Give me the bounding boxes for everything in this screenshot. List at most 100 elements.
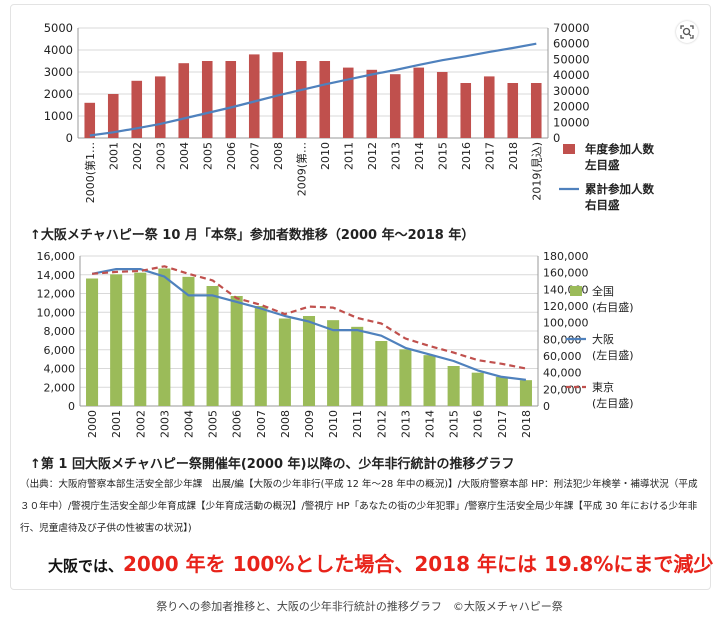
right-tick-label: 180,000	[543, 250, 589, 263]
bar	[248, 54, 260, 138]
right-tick-label: 160,000	[543, 267, 589, 280]
legend-swatch	[570, 286, 582, 296]
right-tick-label: 0	[553, 131, 560, 145]
category-label: 2005	[201, 142, 214, 170]
category-label: 2017	[483, 142, 496, 170]
legend-label: (左目盛)	[592, 348, 634, 362]
left-tick-label: 2,000	[44, 381, 76, 394]
bar	[110, 274, 123, 406]
legend-label: (右目盛)	[592, 300, 634, 314]
right-tick-label: 20000	[553, 100, 590, 114]
category-label: 2014	[424, 410, 437, 438]
image-footer-caption: 祭りへの参加者推移と、大阪の少年非行統計の推移グラフ ©大阪メチャハピー祭	[156, 600, 563, 613]
category-label: 2005	[207, 410, 220, 438]
bar	[107, 94, 119, 138]
source-citation: （出典：大阪府警察本部生活安全部少年課 出展/編【大阪の少年非行(平成 12 年…	[20, 479, 698, 534]
bar	[366, 69, 378, 138]
left-tick-label: 5000	[44, 21, 73, 35]
category-label: 2009	[303, 410, 316, 438]
right-tick-label: 50000	[553, 52, 590, 66]
category-label: 2007	[248, 142, 261, 170]
category-label: 2013	[389, 142, 402, 170]
left-tick-label: 16,000	[37, 250, 76, 263]
bar	[302, 316, 316, 406]
category-label: 2017	[496, 410, 509, 438]
bar	[375, 341, 388, 406]
image-search-icon[interactable]	[676, 21, 698, 43]
bar	[278, 318, 291, 406]
right-tick-label: 80,000	[543, 333, 582, 346]
bar	[134, 272, 147, 406]
category-label: 2008	[272, 142, 285, 170]
category-label: 2003	[158, 410, 171, 438]
legend-label: 大阪	[592, 332, 614, 346]
legend-swatch	[563, 144, 575, 154]
bar	[327, 320, 340, 406]
left-tick-label: 4000	[44, 43, 73, 57]
category-label: 2018	[507, 142, 520, 170]
category-label: 2011	[342, 142, 355, 170]
right-tick-label: 30000	[553, 84, 590, 98]
bar	[178, 63, 190, 139]
bar	[154, 76, 166, 138]
right-tick-label: 70000	[553, 21, 590, 35]
legend-label: 年度参加人数	[585, 142, 654, 156]
bar	[84, 102, 96, 138]
right-tick-label: 60,000	[543, 350, 582, 363]
bar	[413, 67, 425, 138]
chart-juvenile-delinquency: 0 2,000 4,000 6,000 8,000 10,000 12,000 14,000 1…	[37, 250, 634, 438]
category-label: 2004	[182, 410, 195, 438]
right-tick-label: 100,000	[543, 317, 589, 330]
category-label: 2002	[134, 410, 147, 438]
left-tick-label: 0	[66, 131, 73, 145]
bar	[389, 74, 401, 138]
chart-participants: 0100020003000400050000100002000030000400…	[44, 21, 655, 212]
category-label: 2006	[225, 142, 238, 170]
bar	[319, 61, 331, 138]
category-label: 2003	[154, 142, 167, 170]
category-label: 2012	[375, 410, 388, 438]
bar	[201, 61, 213, 138]
left-tick-label: 14,000	[37, 269, 76, 282]
left-tick-label: 0	[68, 400, 75, 413]
infographic-card	[10, 4, 711, 590]
bar	[158, 268, 171, 406]
category-label: 2016	[460, 142, 473, 170]
category-label: 2001	[107, 142, 120, 170]
category-label: 2007	[255, 410, 268, 438]
bar	[519, 380, 532, 406]
bar	[342, 67, 354, 138]
conclusion: 大阪では、2000 年を 100%とした場合、2018 年には 19.8%にまで…	[48, 548, 713, 577]
bar	[436, 72, 448, 138]
left-tick-label: 6,000	[44, 344, 76, 357]
chart2-caption: ↑第 1 回大阪メチャハピー祭開催年(2000 年)以降の、少年非行統計の推移グ…	[30, 457, 515, 472]
category-label: 2019(見込)	[530, 142, 543, 201]
bar	[483, 76, 495, 138]
category-label: 2006	[231, 410, 244, 438]
legend-label: 左目盛	[584, 158, 620, 172]
right-tick-label: 0	[543, 400, 550, 413]
category-label: 2002	[131, 142, 144, 170]
category-label: 2000	[86, 410, 99, 438]
right-tick-label: 40000	[553, 68, 590, 82]
right-tick-label: 40,000	[543, 367, 582, 380]
category-label: 2000(第1…	[83, 142, 97, 203]
category-label: 2012	[366, 142, 379, 170]
series-line-1	[89, 42, 537, 137]
bar	[182, 276, 195, 406]
category-label: 2001	[110, 410, 123, 438]
right-tick-label: 120,000	[543, 300, 589, 313]
left-tick-label: 8,000	[44, 325, 76, 338]
bar	[530, 83, 542, 138]
right-tick-label: 20,000	[543, 383, 582, 396]
category-label: 2014	[413, 142, 426, 170]
left-tick-label: 1000	[44, 109, 73, 123]
conclusion-highlight: 2000 年を 100%とした場合、2018 年には 19.8%にまで減少	[123, 552, 714, 576]
legend-label: (左目盛)	[592, 396, 634, 410]
bar	[447, 366, 460, 406]
category-label: 2010	[327, 410, 340, 438]
bar	[507, 83, 519, 138]
series-line-2	[92, 265, 527, 370]
bar	[351, 326, 364, 406]
left-tick-label: 3000	[44, 65, 73, 79]
